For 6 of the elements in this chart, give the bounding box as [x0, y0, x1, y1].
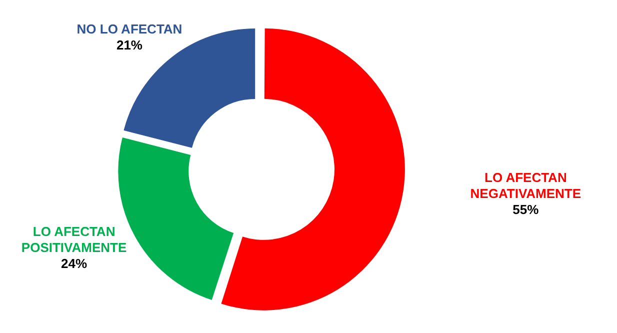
slice-label: NO LO AFECTAN — [76, 21, 182, 36]
data-label: 24% — [61, 256, 88, 271]
slice-label: LO AFECTAN NEGATIVAMENTE — [470, 170, 582, 201]
data-label: 21% — [116, 37, 143, 52]
slice-label: LO AFECTAN POSITIVAMENTE — [21, 224, 127, 255]
data-label: 55% — [512, 202, 540, 217]
